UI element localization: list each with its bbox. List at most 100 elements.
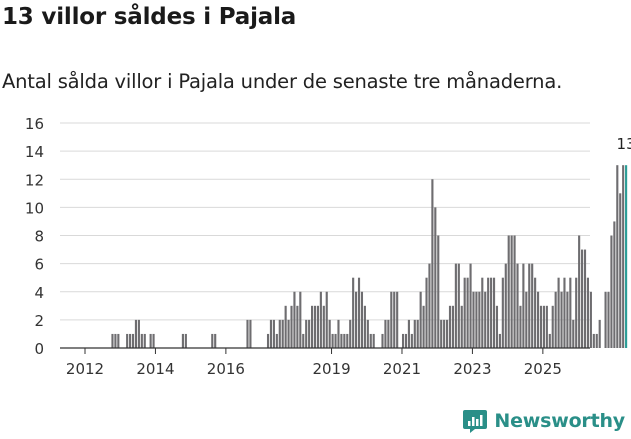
bar (311, 305, 314, 348)
bar (249, 319, 252, 349)
bar (513, 235, 516, 348)
bar (563, 277, 566, 348)
bar (422, 305, 425, 348)
bar (434, 207, 437, 349)
bar (290, 305, 293, 348)
bar (446, 319, 449, 349)
y-tick-label: 0 (34, 340, 44, 358)
bar (616, 165, 619, 348)
bar (431, 179, 434, 348)
bar (581, 249, 584, 348)
bar (448, 305, 452, 348)
bar (278, 319, 281, 349)
bar (504, 263, 507, 349)
bar (419, 291, 422, 348)
bar (407, 319, 410, 349)
bar (619, 193, 622, 348)
bar (454, 263, 457, 349)
bar (557, 277, 560, 348)
bar (114, 333, 117, 348)
bar (363, 305, 366, 348)
bar (478, 291, 481, 348)
x-tick-label: 2014 (136, 360, 174, 378)
y-tick-label: 8 (34, 228, 44, 246)
x-tick-label: 2025 (524, 360, 562, 378)
bar (322, 305, 325, 348)
bar (607, 291, 610, 348)
bar (510, 235, 513, 348)
bar (343, 333, 346, 348)
bar (404, 333, 408, 348)
bar (463, 277, 466, 348)
bar (293, 291, 296, 348)
bar (531, 263, 534, 349)
bar (366, 319, 369, 349)
bar (272, 319, 275, 349)
bar (583, 249, 587, 348)
bar (472, 291, 475, 348)
bar (337, 319, 340, 349)
bar (522, 263, 525, 349)
bar (610, 235, 613, 348)
bar (357, 277, 361, 348)
bar (490, 277, 493, 348)
bar (352, 277, 355, 348)
y-tick-label: 4 (34, 284, 44, 302)
bar (152, 333, 155, 348)
y-tick-label: 16 (25, 115, 44, 133)
bar (410, 333, 413, 348)
bar (440, 319, 443, 349)
bar (551, 305, 554, 348)
bar (625, 165, 628, 348)
bar (560, 291, 563, 348)
bar (443, 319, 446, 349)
bar (305, 319, 308, 349)
bar (487, 277, 490, 348)
bar (545, 305, 548, 348)
bar (349, 319, 352, 349)
chart-title: 13 villor såldes i Pajala (2, 4, 297, 30)
bar (372, 333, 375, 348)
bar (381, 333, 384, 348)
x-tick-label: 2019 (312, 360, 350, 378)
bar (334, 333, 337, 348)
bar (296, 305, 299, 348)
bar (495, 305, 499, 348)
bar (390, 291, 393, 348)
x-tick-label: 2016 (207, 360, 245, 378)
bar-chart: 0 2 4 6 8 10 12 14 16 2012 2014 2016 2019 2021 2023 202… (25, 115, 631, 378)
bar (525, 291, 528, 348)
bar (566, 291, 569, 348)
bar (266, 333, 270, 348)
bar (140, 333, 143, 348)
bar (313, 305, 317, 348)
y-tick-label: 14 (25, 143, 44, 161)
bar (481, 277, 484, 348)
bar (319, 291, 322, 348)
bar (137, 319, 140, 349)
bar (302, 333, 305, 348)
x-tick-label: 2023 (453, 360, 491, 378)
bar (466, 277, 469, 348)
bar (331, 333, 334, 348)
bar (328, 319, 331, 349)
bar (396, 291, 399, 348)
brand-logo: Newsworthy (462, 408, 625, 434)
bar (269, 319, 273, 349)
bar (246, 319, 249, 349)
bar (126, 333, 129, 348)
bar (554, 291, 557, 348)
bar (501, 277, 504, 348)
bar (143, 333, 146, 348)
bar (214, 333, 217, 348)
bar (369, 333, 372, 348)
bar (316, 305, 319, 348)
bar (131, 333, 135, 348)
bar (528, 263, 531, 349)
y-tick-label: 10 (25, 199, 44, 217)
bar (325, 291, 328, 348)
newsworthy-logo-icon (463, 410, 488, 433)
bar (534, 277, 537, 348)
bar (469, 263, 472, 349)
bar (355, 291, 358, 348)
